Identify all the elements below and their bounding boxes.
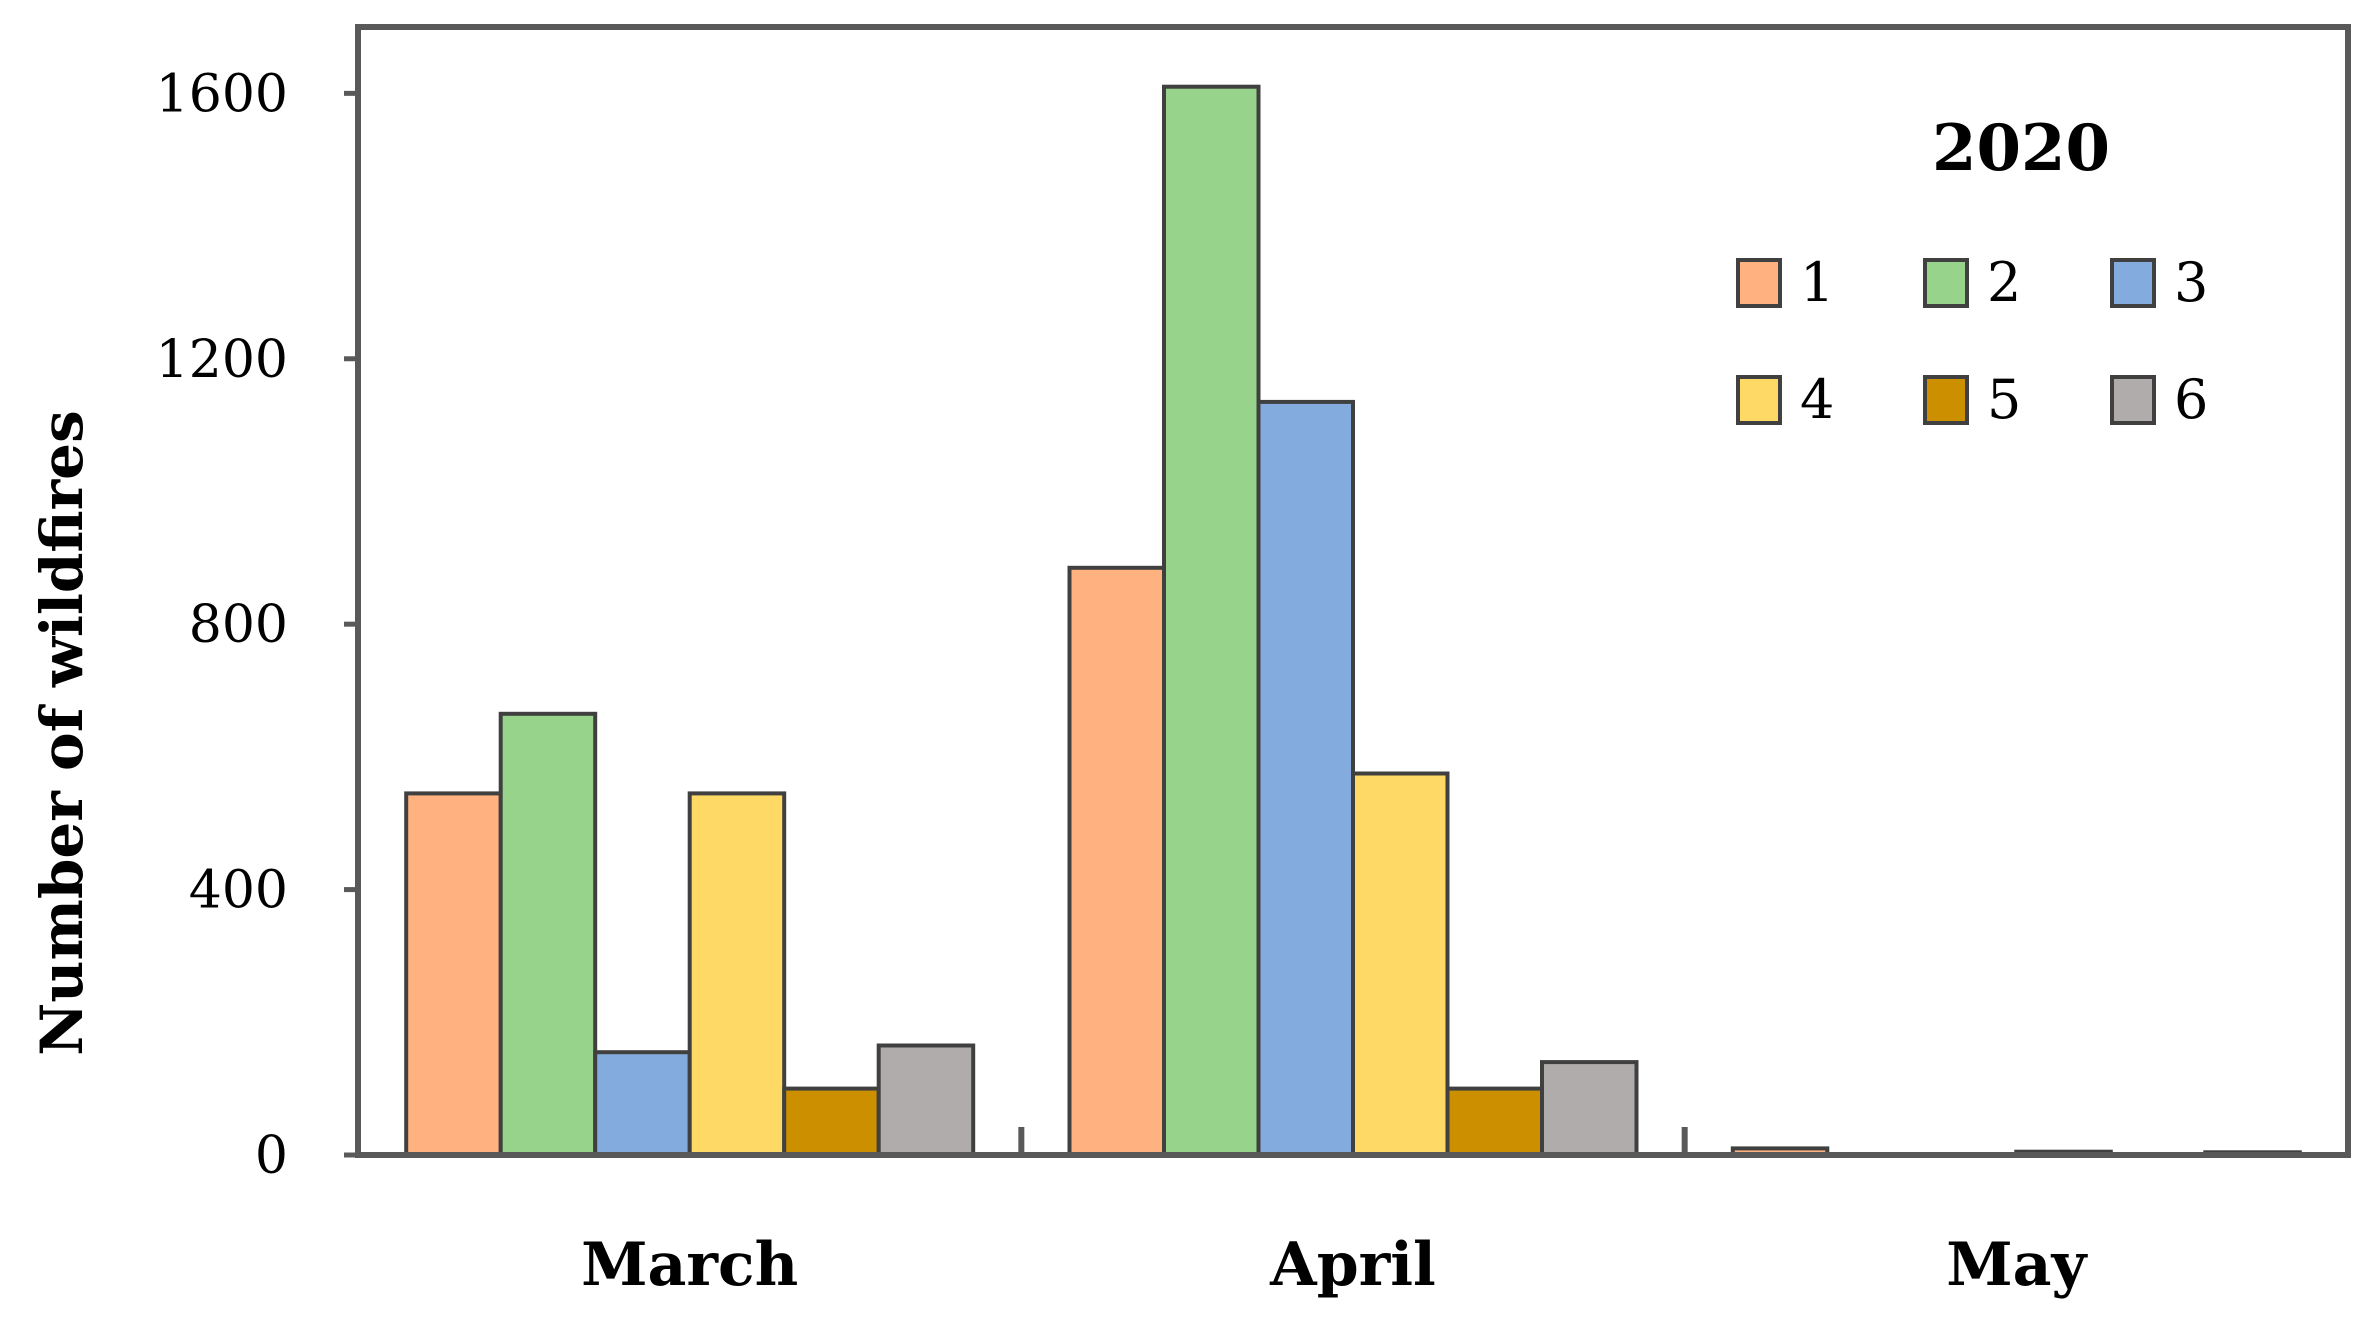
bar-march-series-5	[782, 1086, 881, 1157]
bars-group	[404, 84, 2302, 1158]
legend-label-5: 5	[1987, 368, 2021, 431]
legend-swatch-4	[1736, 375, 1782, 425]
y-tick-label-400: 400	[189, 861, 288, 921]
bar-march-series-3	[593, 1050, 692, 1157]
bar-april-series-4	[1351, 771, 1450, 1157]
legend-label-2: 2	[1987, 251, 2021, 314]
bar-march-series-2	[498, 711, 598, 1157]
legend-swatch-2	[1923, 258, 1969, 308]
bar-april-series-6	[1540, 1060, 1639, 1157]
x-tick-label-april: April	[1269, 1230, 1436, 1300]
bar-april-series-2	[1162, 84, 1261, 1158]
y-tick-label-800: 800	[189, 595, 288, 655]
y-axis-ticks: 0 400 800 1200 1600	[156, 64, 358, 1186]
y-tick-label-1600: 1600	[156, 64, 288, 124]
y-tick-label-0: 0	[255, 1126, 288, 1186]
legend-swatch-6	[2110, 375, 2156, 425]
legend-label-6: 6	[2174, 368, 2208, 431]
legend-swatch-1	[1736, 258, 1782, 308]
legend-title: 2020	[1932, 111, 2110, 186]
legend-label-1: 1	[1800, 251, 1834, 314]
bar-march-series-6	[876, 1043, 976, 1157]
legend: 2020 1 2 3 4 5 6	[1736, 111, 2208, 431]
x-tick-label-may: May	[1946, 1230, 2088, 1300]
y-axis-title: Number of wildfires	[28, 410, 96, 1055]
y-tick-label-1200: 1200	[156, 330, 288, 390]
bar-april-series-5	[1445, 1086, 1544, 1157]
legend-label-4: 4	[1800, 368, 1834, 431]
legend-swatch-3	[2110, 258, 2156, 308]
bar-april-series-1	[1067, 565, 1166, 1157]
bar-march-series-1	[404, 791, 503, 1158]
legend-swatch-5	[1923, 375, 1969, 425]
bar-april-series-3	[1256, 399, 1355, 1157]
bar-march-series-4	[687, 791, 787, 1158]
x-tick-label-march: March	[581, 1230, 798, 1300]
x-axis: March April May	[358, 1127, 2348, 1300]
legend-label-3: 3	[2174, 251, 2208, 314]
